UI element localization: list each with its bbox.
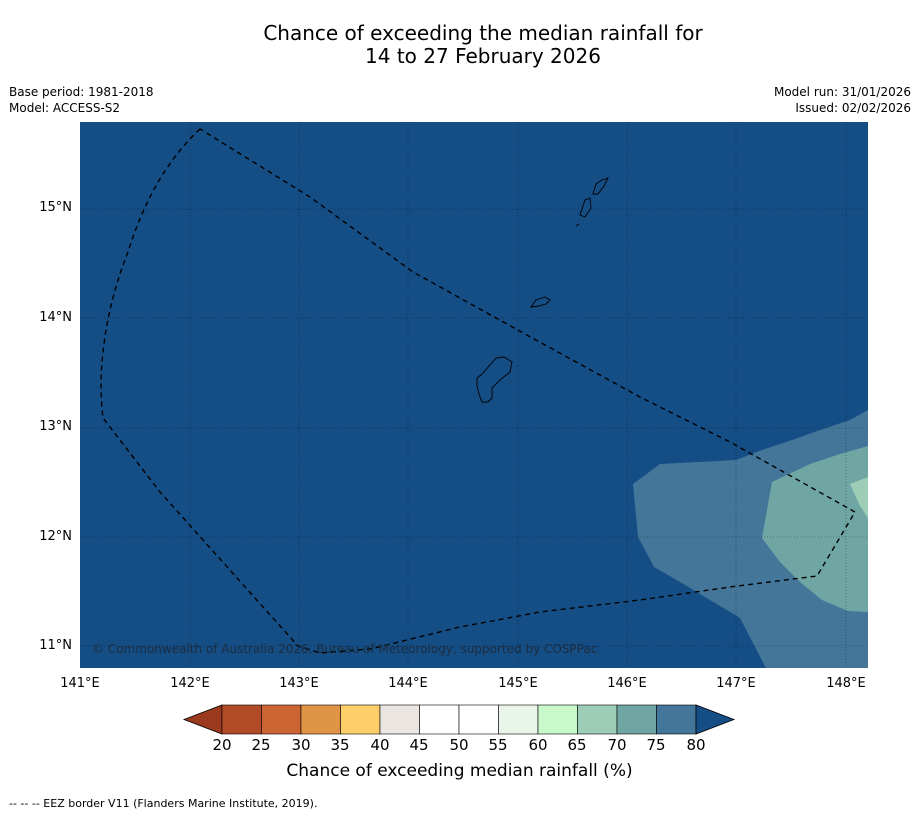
colorbar-tick-20: 20 bbox=[212, 736, 232, 754]
colorbar-tick-80: 80 bbox=[686, 736, 706, 754]
colorbar-box-65-70 bbox=[577, 704, 618, 735]
colorbar-tick-50: 50 bbox=[449, 736, 469, 754]
colorbar-arrow-above bbox=[695, 704, 736, 735]
lon-label-147e: 147°E bbox=[716, 676, 756, 691]
lat-label-12n: 12°N bbox=[39, 529, 72, 544]
lat-label-11n: 11°N bbox=[39, 638, 72, 653]
colorbar-tick-25: 25 bbox=[251, 736, 271, 754]
colorbar-box-55-60 bbox=[498, 704, 539, 735]
issued-text: Issued: 02/02/2026 bbox=[795, 101, 911, 115]
colorbar-box-45-50 bbox=[419, 704, 460, 735]
colorbar bbox=[182, 704, 736, 735]
model-run-text: Model run: 31/01/2026 bbox=[773, 85, 911, 99]
lon-label-141e: 141°E bbox=[60, 676, 100, 691]
colorbar-tick-40: 40 bbox=[370, 736, 390, 754]
lon-label-143e: 143°E bbox=[279, 676, 319, 691]
colorbar-label: Chance of exceeding median rainfall (%) bbox=[286, 761, 633, 781]
colorbar-box-70-75 bbox=[616, 704, 657, 735]
lat-label-15n: 15°N bbox=[39, 200, 72, 215]
chart-title: Chance of exceeding the median rainfall … bbox=[0, 22, 919, 68]
eez-border bbox=[100, 128, 856, 654]
island-saipan bbox=[592, 177, 609, 195]
base-period-text: Base period: 1981-2018 bbox=[9, 85, 154, 99]
lon-label-146e: 146°E bbox=[607, 676, 647, 691]
lon-label-142e: 142°E bbox=[170, 676, 210, 691]
island-islet bbox=[575, 223, 580, 227]
colorbar-tick-45: 45 bbox=[409, 736, 429, 754]
colorbar-box-30-35 bbox=[300, 704, 341, 735]
copyright-text: © Commonwealth of Australia 2026, Bureau… bbox=[92, 642, 597, 656]
colorbar-arrow-below bbox=[182, 704, 223, 735]
island-rota bbox=[530, 296, 551, 308]
lat-label-13n: 13°N bbox=[39, 419, 72, 434]
lon-label-144e: 144°E bbox=[388, 676, 428, 691]
contour-70-75 bbox=[762, 446, 868, 612]
colorbar-box-60-65 bbox=[537, 704, 578, 735]
islands bbox=[476, 177, 609, 403]
model-text: Model: ACCESS-S2 bbox=[9, 101, 121, 115]
colorbar-box-75-80 bbox=[656, 704, 697, 735]
title-line-1: Chance of exceeding the median rainfall … bbox=[263, 21, 703, 45]
colorbar-boxes bbox=[182, 704, 736, 735]
colorbar-tick-55: 55 bbox=[488, 736, 508, 754]
colorbar-tick-60: 60 bbox=[528, 736, 548, 754]
lat-label-14n: 14°N bbox=[39, 310, 72, 325]
colorbar-tick-75: 75 bbox=[646, 736, 666, 754]
eez-footnote: -- -- -- EEZ border V11 (Flanders Marine… bbox=[9, 797, 318, 810]
colorbar-box-50-55 bbox=[458, 704, 499, 735]
graticule bbox=[80, 122, 868, 668]
meta-right: Model run: 31/01/2026 Issued: 02/02/2026 bbox=[774, 84, 911, 116]
meta-left: Base period: 1981-2018 Model: ACCESS-S2 bbox=[9, 84, 154, 116]
map-panel[interactable]: © Commonwealth of Australia 2026, Bureau… bbox=[80, 122, 868, 668]
colorbar-tick-35: 35 bbox=[330, 736, 350, 754]
contour-65-70 bbox=[850, 477, 868, 518]
colorbar-tick-70: 70 bbox=[607, 736, 627, 754]
colorbar-tick-30: 30 bbox=[291, 736, 311, 754]
lon-label-145e: 145°E bbox=[498, 676, 538, 691]
island-tinian bbox=[579, 197, 592, 218]
colorbar-box-20-25 bbox=[221, 704, 262, 735]
colorbar-box-35-40 bbox=[340, 704, 381, 735]
colorbar-tick-65: 65 bbox=[567, 736, 587, 754]
title-line-2: 14 to 27 February 2026 bbox=[365, 44, 601, 68]
colorbar-box-40-45 bbox=[379, 704, 420, 735]
lon-label-148e: 148°E bbox=[826, 676, 866, 691]
island-guam bbox=[476, 356, 513, 403]
colorbar-box-25-30 bbox=[261, 704, 302, 735]
